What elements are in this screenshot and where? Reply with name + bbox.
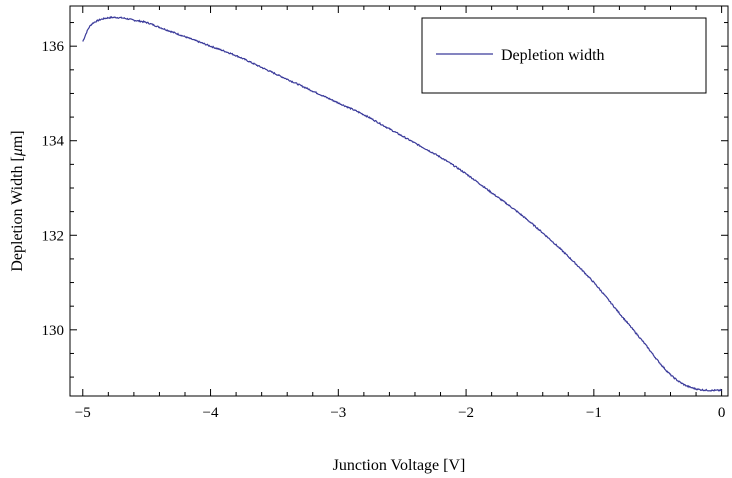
x-tick-label: −5 xyxy=(75,405,91,421)
series-line-depletion-width xyxy=(82,15,723,392)
legend-label: Depletion width xyxy=(501,47,605,64)
y-tick-label: 136 xyxy=(42,39,65,55)
plot-frame xyxy=(69,5,729,397)
legend: Depletion width xyxy=(421,17,707,94)
legend-box xyxy=(421,17,707,94)
axis-ticks xyxy=(70,6,728,396)
y-axis-title: Depletion Width [μm] xyxy=(9,130,26,271)
y-axis-title-suffix: m] xyxy=(9,130,26,148)
y-tick-label: 134 xyxy=(42,134,65,150)
x-tick-label: −2 xyxy=(458,405,474,421)
y-tick-label: 132 xyxy=(42,228,65,244)
x-tick-label: −1 xyxy=(586,405,602,421)
y-axis-title-prefix: Depletion Width [ xyxy=(9,156,26,271)
y-axis-title-mu: μ xyxy=(9,148,26,157)
x-tick-label: −3 xyxy=(330,405,346,421)
x-tick-label: −4 xyxy=(203,405,219,421)
x-tick-label: 0 xyxy=(718,405,726,421)
x-axis-title: Junction Voltage [V] xyxy=(333,457,466,474)
y-tick-label: 130 xyxy=(42,323,65,339)
axis-tick-labels: −5 −4 −3 −2 −1 0 130 132 134 136 xyxy=(42,39,726,421)
